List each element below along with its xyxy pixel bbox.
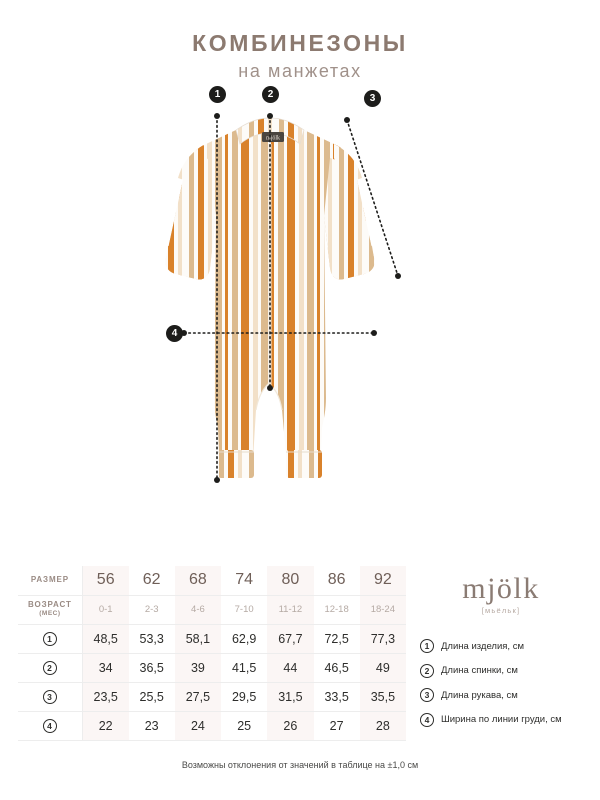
page-title: КОМБИНЕЗОНЫ [192,30,408,56]
size-table: РАЗМЕР 56 62 68 74 80 86 92 ВОЗРАСТ (мес… [18,566,406,741]
measure-cell: 58,1 [174,624,222,654]
measure-endpoints [181,113,401,484]
callout-marker-1[interactable]: 1 [209,86,226,104]
measure-cell: 22 [82,711,129,741]
measure-cell: 33,5 [313,682,360,712]
legend-item: 4 Ширина по линии груди, см [420,712,582,727]
measure-cell: 29,5 [221,682,268,712]
row-marker-cell: 1 [18,624,83,654]
measure-cell: 72,5 [313,624,360,654]
row-marker-4: 4 [42,718,57,733]
legend-item: 3 Длина рукава, см [420,688,582,702]
legend-marker-4: 4 [420,712,434,727]
right-column: mjölk [мьёльк] 1 Длина изделия, см 2 Дли… [406,566,582,737]
size-cell: 56 [82,566,129,596]
sleeve-cuffs [165,246,375,280]
table-row-size: РАЗМЕР 56 62 68 74 80 86 92 [18,566,406,596]
age-cell: 7-10 [221,595,268,625]
table-row: 1 48,5 53,3 58,1 62,9 67,7 72,5 77,3 [18,624,406,654]
legend-marker-1: 1 [420,639,434,653]
page-subtitle: на манжетах [238,61,362,82]
measure-cell: 36,5 [128,653,175,683]
row-marker-1: 1 [42,631,57,646]
size-cell: 92 [359,566,406,596]
age-cell: 2-3 [128,595,175,625]
legend-marker-2: 2 [420,663,434,678]
neck-tag-text: mjölk [266,136,280,142]
brand-logo: mjölk [мьёльк] [420,570,582,616]
row-marker-cell: 3 [18,682,83,712]
measure-cell: 27,5 [174,682,222,712]
table-row: 3 23,5 25,5 27,5 29,5 31,5 33,5 35,5 [18,682,406,712]
measure-cell: 28 [359,711,406,741]
romper-drawing: mjölk [165,113,401,484]
legend-item: 1 Длина изделия, см [420,639,582,653]
size-cell: 62 [128,566,175,596]
legend-label: Длина изделия, см [441,640,524,652]
age-cell: 18-24 [359,595,406,625]
measure-cell: 62,9 [221,624,268,654]
row-label-age-main: ВОЗРАСТ [28,600,72,610]
measure-cell: 53,3 [128,624,175,654]
measure-cell: 27 [313,711,360,741]
size-cell: 86 [313,566,360,596]
measure-cell: 41,5 [221,653,268,683]
table-row: 2 34 36,5 39 41,5 44 46,5 49 [18,653,406,683]
size-cell: 80 [267,566,314,596]
measure-cell: 35,5 [359,682,406,712]
legend-label: Длина спинки, см [441,665,518,676]
measure-cell: 23,5 [82,682,129,712]
measure-cell: 46,5 [313,653,360,683]
legend-item: 2 Длина спинки, см [420,663,582,678]
measure-cell: 44 [267,653,314,683]
callout-marker-4[interactable]: 4 [166,325,183,343]
row-marker-cell: 2 [18,653,83,683]
row-marker-3: 3 [42,689,57,704]
measure-cell: 34 [82,653,129,683]
size-cell: 74 [221,566,268,596]
crotch-seam [255,383,283,411]
measure-cell: 31,5 [267,682,314,712]
age-cell: 0-1 [82,595,129,625]
table-row-age: ВОЗРАСТ (мес) 0-1 2-3 4-6 7-10 11-12 12-… [18,595,406,625]
measurement-legend: 1 Длина изделия, см 2 Длина спинки, см 3… [420,639,582,727]
neck-brand-tag [262,132,284,143]
measure-cell: 67,7 [267,624,314,654]
measure-cell: 26 [267,711,314,741]
row-label-size: РАЗМЕР [18,566,83,596]
bottom-section: РАЗМЕР 56 62 68 74 80 86 92 ВОЗРАСТ (мес… [0,566,600,741]
brand-name: mjölk [462,572,540,605]
measure-cell: 23 [128,711,175,741]
measure-cell: 39 [174,653,222,683]
legend-label: Длина рукава, см [441,689,518,701]
row-label-age: ВОЗРАСТ (мес) [18,595,83,625]
leg-cuffs [218,450,322,479]
measure-lines [183,115,399,482]
measure-cell: 49 [359,653,406,683]
age-cell: 12-18 [313,595,360,625]
row-marker-cell: 4 [18,711,83,741]
size-cell: 68 [174,566,222,596]
legend-label: Ширина по линии груди, см [441,714,562,725]
legend-marker-3: 3 [420,688,434,702]
callout-marker-2[interactable]: 2 [262,86,279,104]
measure-cell: 48,5 [82,624,129,654]
age-cell: 11-12 [267,595,314,625]
measure-cell: 24 [174,711,222,741]
tolerance-footnote: Возможны отклонения от значений в таблиц… [181,760,419,770]
product-illustration: mjölk [0,86,600,538]
measure-cell: 77,3 [359,624,406,654]
callout-marker-3[interactable]: 3 [364,90,381,108]
brand-transcription: [мьёльк] [481,606,521,615]
page-header: КОМБИНЕЗОНЫ на манжетах [0,0,600,82]
row-label-age-unit: (мес) [39,610,61,618]
measure-line-3 [346,119,399,278]
measure-cell: 25,5 [128,682,175,712]
table-row: 4 22 23 24 25 26 27 28 [18,711,406,741]
row-marker-2: 2 [42,660,57,675]
age-cell: 4-6 [174,595,222,625]
measure-cell: 25 [221,711,268,741]
